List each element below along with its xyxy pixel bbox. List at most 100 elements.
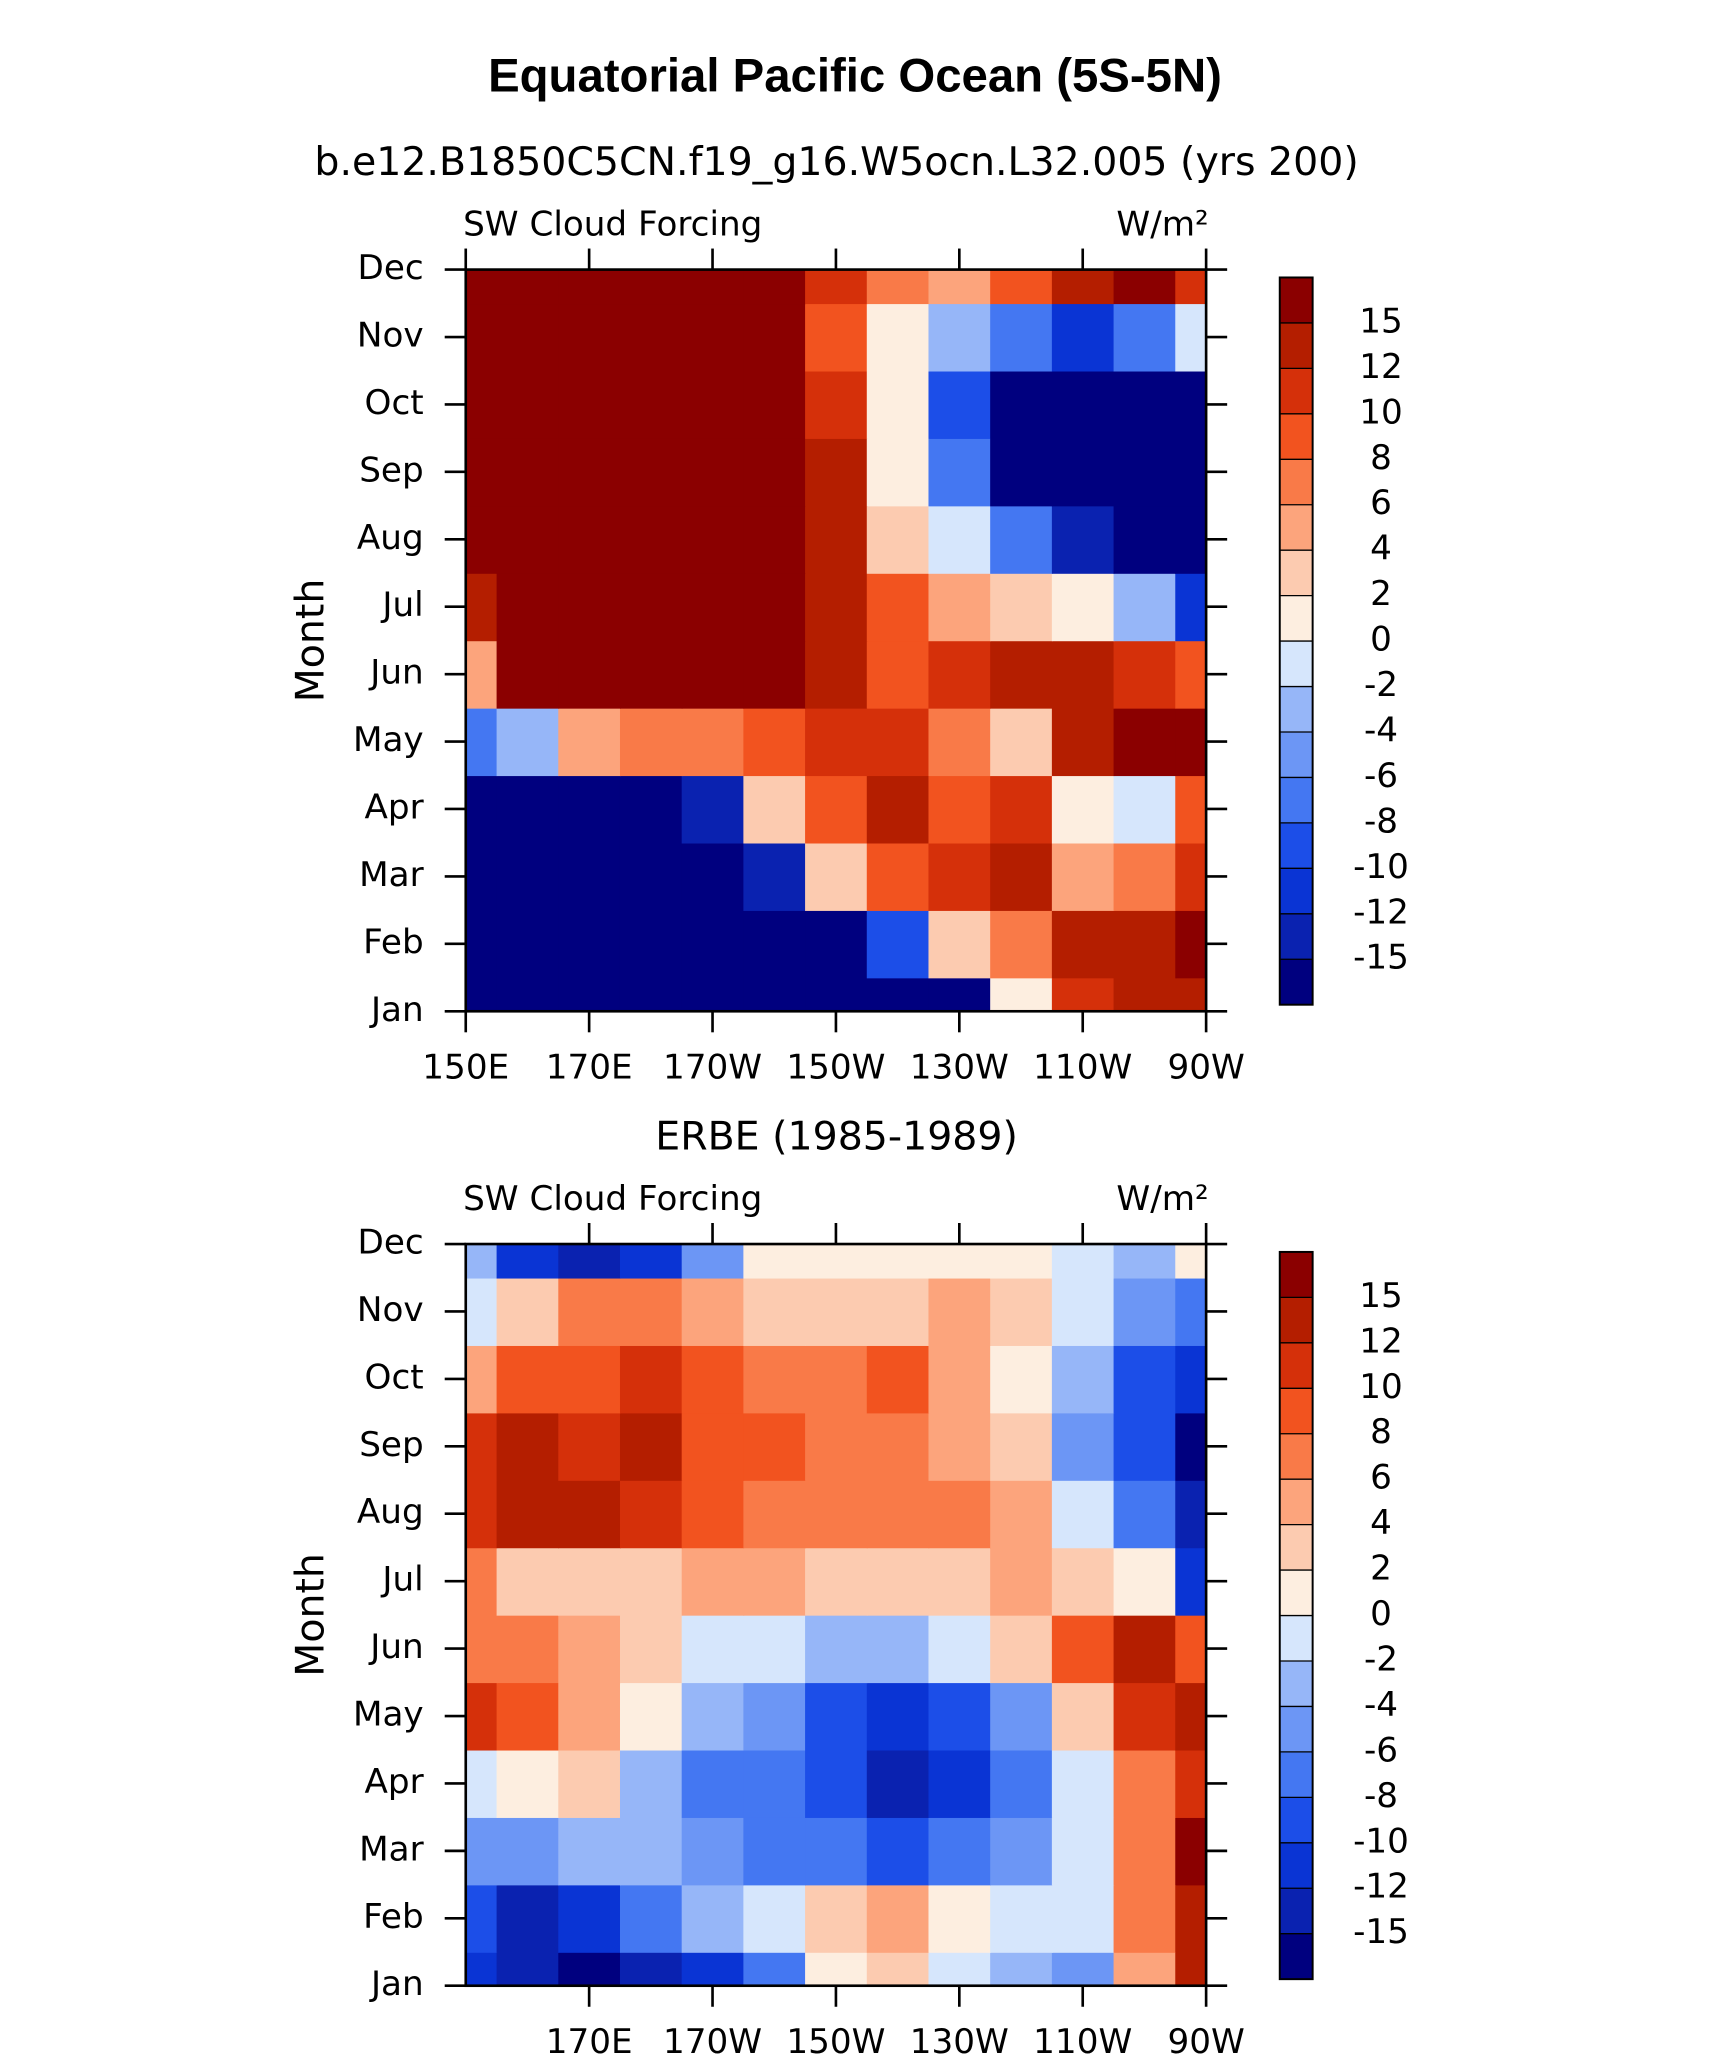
cell xyxy=(1175,1480,1207,1549)
cell xyxy=(619,303,683,372)
cell xyxy=(805,438,868,507)
cell xyxy=(805,1682,868,1751)
cell xyxy=(496,1547,560,1616)
cell xyxy=(619,1749,683,1818)
cell xyxy=(805,707,868,777)
cell xyxy=(866,640,930,709)
cell xyxy=(558,640,621,709)
colorbar-label: -2 xyxy=(1364,665,1398,705)
cell xyxy=(619,269,683,305)
colorbar-box xyxy=(1279,686,1313,732)
cell xyxy=(805,1412,868,1481)
cell xyxy=(990,573,1053,642)
cell xyxy=(743,977,806,1012)
colorbar-box xyxy=(1279,1797,1313,1843)
cell xyxy=(1051,1884,1115,1953)
cell xyxy=(1113,910,1177,979)
cell xyxy=(928,1244,991,1279)
cell xyxy=(496,269,560,305)
colorbar-label: 6 xyxy=(1370,1458,1392,1498)
y-tick-label: Feb xyxy=(363,1897,424,1937)
cell xyxy=(805,842,868,911)
cell xyxy=(496,977,560,1012)
cell xyxy=(1175,1952,1207,1986)
colorbar-box xyxy=(1279,413,1313,460)
cell xyxy=(619,1614,683,1684)
y-tick-label: May xyxy=(353,720,424,760)
cell xyxy=(465,1277,498,1346)
cell xyxy=(1175,640,1207,709)
cell xyxy=(496,1682,560,1751)
cell xyxy=(496,1614,560,1684)
cell xyxy=(990,1614,1053,1684)
cell xyxy=(681,1614,745,1684)
cell xyxy=(866,775,930,844)
cell xyxy=(1051,438,1115,507)
cell xyxy=(990,1884,1053,1953)
cell xyxy=(805,1244,868,1279)
cell xyxy=(743,269,806,305)
cell xyxy=(866,1480,930,1549)
y-axis-label: Month xyxy=(288,1553,334,1677)
cell xyxy=(681,775,745,844)
colorbar-box xyxy=(1279,1706,1313,1752)
cell xyxy=(558,1244,621,1279)
cell xyxy=(805,775,868,844)
colorbar-box xyxy=(1279,641,1313,687)
cell xyxy=(496,1480,560,1549)
cell xyxy=(743,505,806,574)
cell xyxy=(805,303,868,372)
cell xyxy=(1175,1547,1207,1616)
cell xyxy=(928,910,991,979)
cell xyxy=(805,1277,868,1346)
y-tick-label: Nov xyxy=(357,1290,424,1330)
colorbar-box xyxy=(1279,822,1313,869)
cell xyxy=(465,1244,498,1279)
colorbar-label: -6 xyxy=(1364,1730,1398,1770)
cell xyxy=(1113,1749,1177,1818)
cell xyxy=(866,370,930,439)
x-tick-label: 150W xyxy=(786,2022,885,2062)
cell xyxy=(990,910,1053,979)
cell xyxy=(743,1952,806,1986)
colorbar-box xyxy=(1279,368,1313,414)
right-label: W/m² xyxy=(1116,1179,1208,1219)
cell xyxy=(866,303,930,372)
colorbar-label: -15 xyxy=(1353,938,1409,978)
cell xyxy=(558,1614,621,1684)
cell xyxy=(558,505,621,574)
colorbar-label: 6 xyxy=(1370,483,1392,523)
colorbar-label: -10 xyxy=(1353,1821,1409,1861)
cell xyxy=(619,505,683,574)
cell xyxy=(558,842,621,911)
cell xyxy=(805,977,868,1012)
cell xyxy=(496,910,560,979)
cell xyxy=(743,1244,806,1279)
left-label: SW Cloud Forcing xyxy=(463,1179,762,1219)
cell xyxy=(805,1345,868,1414)
cell xyxy=(681,640,745,709)
cell xyxy=(805,1817,868,1886)
cell xyxy=(990,505,1053,574)
colorbar-label: -12 xyxy=(1353,892,1409,932)
cell xyxy=(619,1817,683,1886)
cell xyxy=(681,707,745,777)
cell xyxy=(1051,1614,1115,1684)
cell xyxy=(805,505,868,574)
cell xyxy=(681,303,745,372)
cell xyxy=(619,775,683,844)
cell xyxy=(1113,370,1177,439)
cell xyxy=(496,640,560,709)
cell xyxy=(743,1749,806,1818)
cell xyxy=(619,707,683,777)
cell xyxy=(619,910,683,979)
cell xyxy=(990,1817,1053,1886)
colorbar-label: 0 xyxy=(1370,1594,1392,1634)
cell xyxy=(743,1817,806,1886)
cell xyxy=(928,775,991,844)
colorbar-box xyxy=(1279,459,1313,505)
cell xyxy=(619,640,683,709)
cell xyxy=(990,269,1053,305)
cell xyxy=(990,775,1053,844)
cell xyxy=(681,1682,745,1751)
